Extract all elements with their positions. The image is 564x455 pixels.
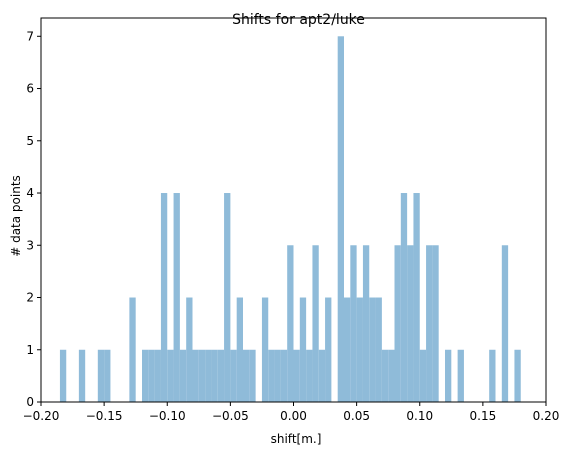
histogram-bar: [299, 297, 307, 402]
histogram-bar: [325, 297, 332, 402]
histogram-bar: [287, 245, 294, 402]
histogram-bar: [362, 245, 370, 402]
x-tick-label: −0.10: [149, 409, 186, 423]
y-tick-label: 1: [26, 343, 34, 357]
histogram-bar: [407, 245, 414, 402]
x-axis-ticks: −0.20 −0.15 −0.10 −0.05 0.00 0.05 0.10 0.15 0.20: [23, 402, 560, 423]
histogram-bar: [388, 349, 395, 402]
bars-group: [59, 36, 521, 403]
x-tick-label: −0.15: [86, 409, 123, 423]
histogram-bar: [179, 349, 187, 402]
histogram-bar: [154, 349, 161, 402]
plot-frame: [40, 17, 547, 403]
histogram-bar: [400, 193, 408, 402]
histogram-bar: [337, 36, 344, 403]
histogram-bar: [59, 349, 67, 402]
histogram-bar: [186, 297, 193, 402]
histogram-bar: [344, 297, 351, 402]
histogram-bar: [142, 349, 149, 402]
y-tick-label: 7: [26, 29, 34, 43]
histogram-bar: [280, 349, 288, 402]
histogram-bar: [501, 245, 509, 402]
histogram-bar: [104, 349, 111, 402]
histogram-bar: [205, 349, 212, 402]
histogram-bar: [426, 245, 433, 402]
histogram-bar: [243, 349, 250, 402]
x-tick-label: 0.15: [470, 409, 497, 423]
y-axis-ticks: 0 1 2 3 4 5 6 7: [26, 29, 41, 409]
y-tick-label: 6: [26, 82, 34, 96]
histogram-bar: [160, 193, 168, 402]
x-tick-label: 0.05: [343, 409, 370, 423]
histogram-bar: [230, 349, 237, 402]
histogram-bar: [356, 297, 363, 402]
histogram-bar: [97, 349, 105, 402]
x-tick-label: 0.00: [280, 409, 307, 423]
histogram-bar: [268, 349, 275, 402]
histogram-bar: [375, 297, 382, 402]
histogram-bar: [198, 349, 206, 402]
x-axis-title: shift[m.]: [271, 432, 322, 446]
y-tick-label: 4: [26, 186, 34, 200]
y-tick-label: 3: [26, 238, 34, 252]
histogram-bar: [129, 297, 136, 402]
histogram-bar: [318, 349, 326, 402]
histogram-bar: [211, 349, 218, 402]
x-tick-label: −0.20: [23, 409, 60, 423]
histogram-bar: [394, 245, 401, 402]
histogram-bar: [224, 193, 231, 402]
histogram-bar: [306, 349, 313, 402]
histogram-bar: [274, 349, 281, 402]
histogram-bar: [514, 349, 521, 402]
histogram-bar: [381, 349, 389, 402]
histogram-bar: [445, 349, 452, 402]
histogram-bar: [312, 245, 319, 402]
histogram-bar: [489, 349, 496, 402]
histogram-bar: [78, 349, 86, 402]
x-tick-label: −0.05: [212, 409, 249, 423]
chart-title: Shifts for apt2/luke: [232, 12, 365, 28]
histogram-bar: [236, 297, 243, 402]
histogram-bar: [369, 297, 376, 402]
y-axis-title: # data points: [9, 175, 23, 257]
histogram-bar: [167, 349, 174, 402]
histogram-bar: [457, 349, 464, 402]
x-tick-label: 0.10: [406, 409, 433, 423]
histogram-bar: [350, 245, 357, 402]
histogram-bar: [173, 193, 180, 402]
histogram-bar: [413, 193, 420, 402]
y-tick-label: 5: [26, 134, 34, 148]
histogram-bar: [249, 349, 256, 402]
histogram-bar: [419, 349, 427, 402]
histogram-bar: [261, 297, 269, 402]
histogram-bar: [432, 245, 439, 402]
y-tick-label: 2: [26, 291, 34, 305]
histogram-bar: [217, 349, 225, 402]
y-tick-label: 0: [26, 395, 34, 409]
histogram-bar: [293, 349, 300, 402]
histogram-bar: [192, 349, 199, 402]
histogram-bar: [148, 349, 155, 402]
x-tick-label: 0.20: [533, 409, 560, 423]
